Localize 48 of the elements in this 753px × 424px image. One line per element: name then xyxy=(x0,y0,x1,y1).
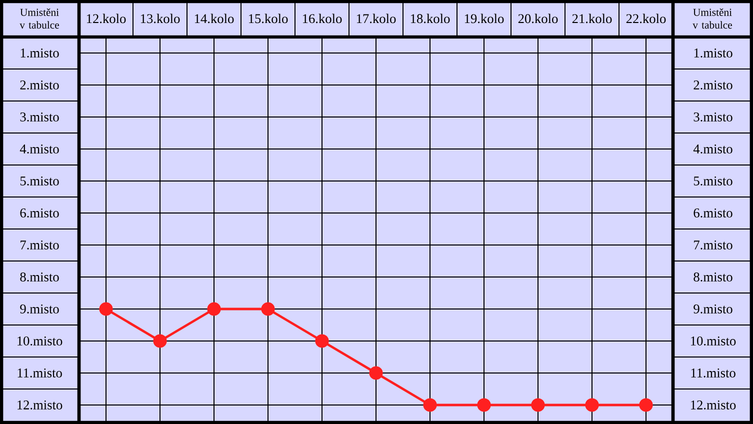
y2-tick-label: 1.misto xyxy=(694,48,732,58)
point xyxy=(153,334,167,348)
x-tick-label: 19.kolo xyxy=(464,14,504,24)
y-tick-label: 6.misto xyxy=(20,208,59,218)
x-tick-label: 22.kolo xyxy=(626,14,666,24)
point xyxy=(261,302,275,316)
y-tick-label: 11.misto xyxy=(18,368,62,378)
y2-tick-label: 6.misto xyxy=(694,208,732,218)
point xyxy=(531,398,545,412)
y2-tick-label: 10.misto xyxy=(691,336,736,346)
point xyxy=(639,398,653,412)
x-tick-label: 13.kolo xyxy=(140,14,180,24)
x-tick-label: 12.kolo xyxy=(86,14,126,24)
point xyxy=(315,334,329,348)
y2-tick-label: 11.misto xyxy=(691,368,736,378)
x-tick-label: 18.kolo xyxy=(410,14,450,24)
y-tick-label: 4.misto xyxy=(20,144,59,154)
y-tick-label: 7.misto xyxy=(20,240,59,250)
y-tick-label: 2.misto xyxy=(20,80,59,90)
y2-axis-title: Umistěni v tabulce xyxy=(692,8,732,29)
y-tick-label: 10.misto xyxy=(18,336,62,346)
point xyxy=(423,398,437,412)
point xyxy=(477,398,491,412)
y2-tick-label: 7.misto xyxy=(694,240,732,250)
y2-tick-label: 12.misto xyxy=(691,400,736,410)
point xyxy=(99,302,113,316)
y2-tick-label: 2.misto xyxy=(694,80,732,90)
point xyxy=(585,398,599,412)
x-tick-label: 14.kolo xyxy=(194,14,234,24)
y-tick-label: 12.misto xyxy=(18,400,62,410)
y-tick-label: 8.misto xyxy=(20,272,59,282)
y-tick-label: 5.misto xyxy=(20,176,59,186)
y-axis-title: Umistěni v tabulce xyxy=(20,8,59,29)
y2-tick-label: 8.misto xyxy=(694,272,732,282)
y-tick-label: 1.misto xyxy=(20,48,59,58)
x-tick-label: 15.kolo xyxy=(248,14,288,24)
y2-tick-label: 3.misto xyxy=(694,112,732,122)
y-tick-label: 3.misto xyxy=(20,112,59,122)
point xyxy=(369,366,383,380)
x-tick-label: 21.kolo xyxy=(572,14,612,24)
x-tick-label: 16.kolo xyxy=(302,14,342,24)
x-tick-label: 17.kolo xyxy=(356,14,396,24)
x-tick-label: 20.kolo xyxy=(518,14,558,24)
point xyxy=(207,302,221,316)
y2-tick-label: 9.misto xyxy=(694,304,732,314)
y-tick-label: 9.misto xyxy=(20,304,59,314)
y2-tick-label: 5.misto xyxy=(694,176,732,186)
y2-tick-label: 4.misto xyxy=(693,144,732,154)
